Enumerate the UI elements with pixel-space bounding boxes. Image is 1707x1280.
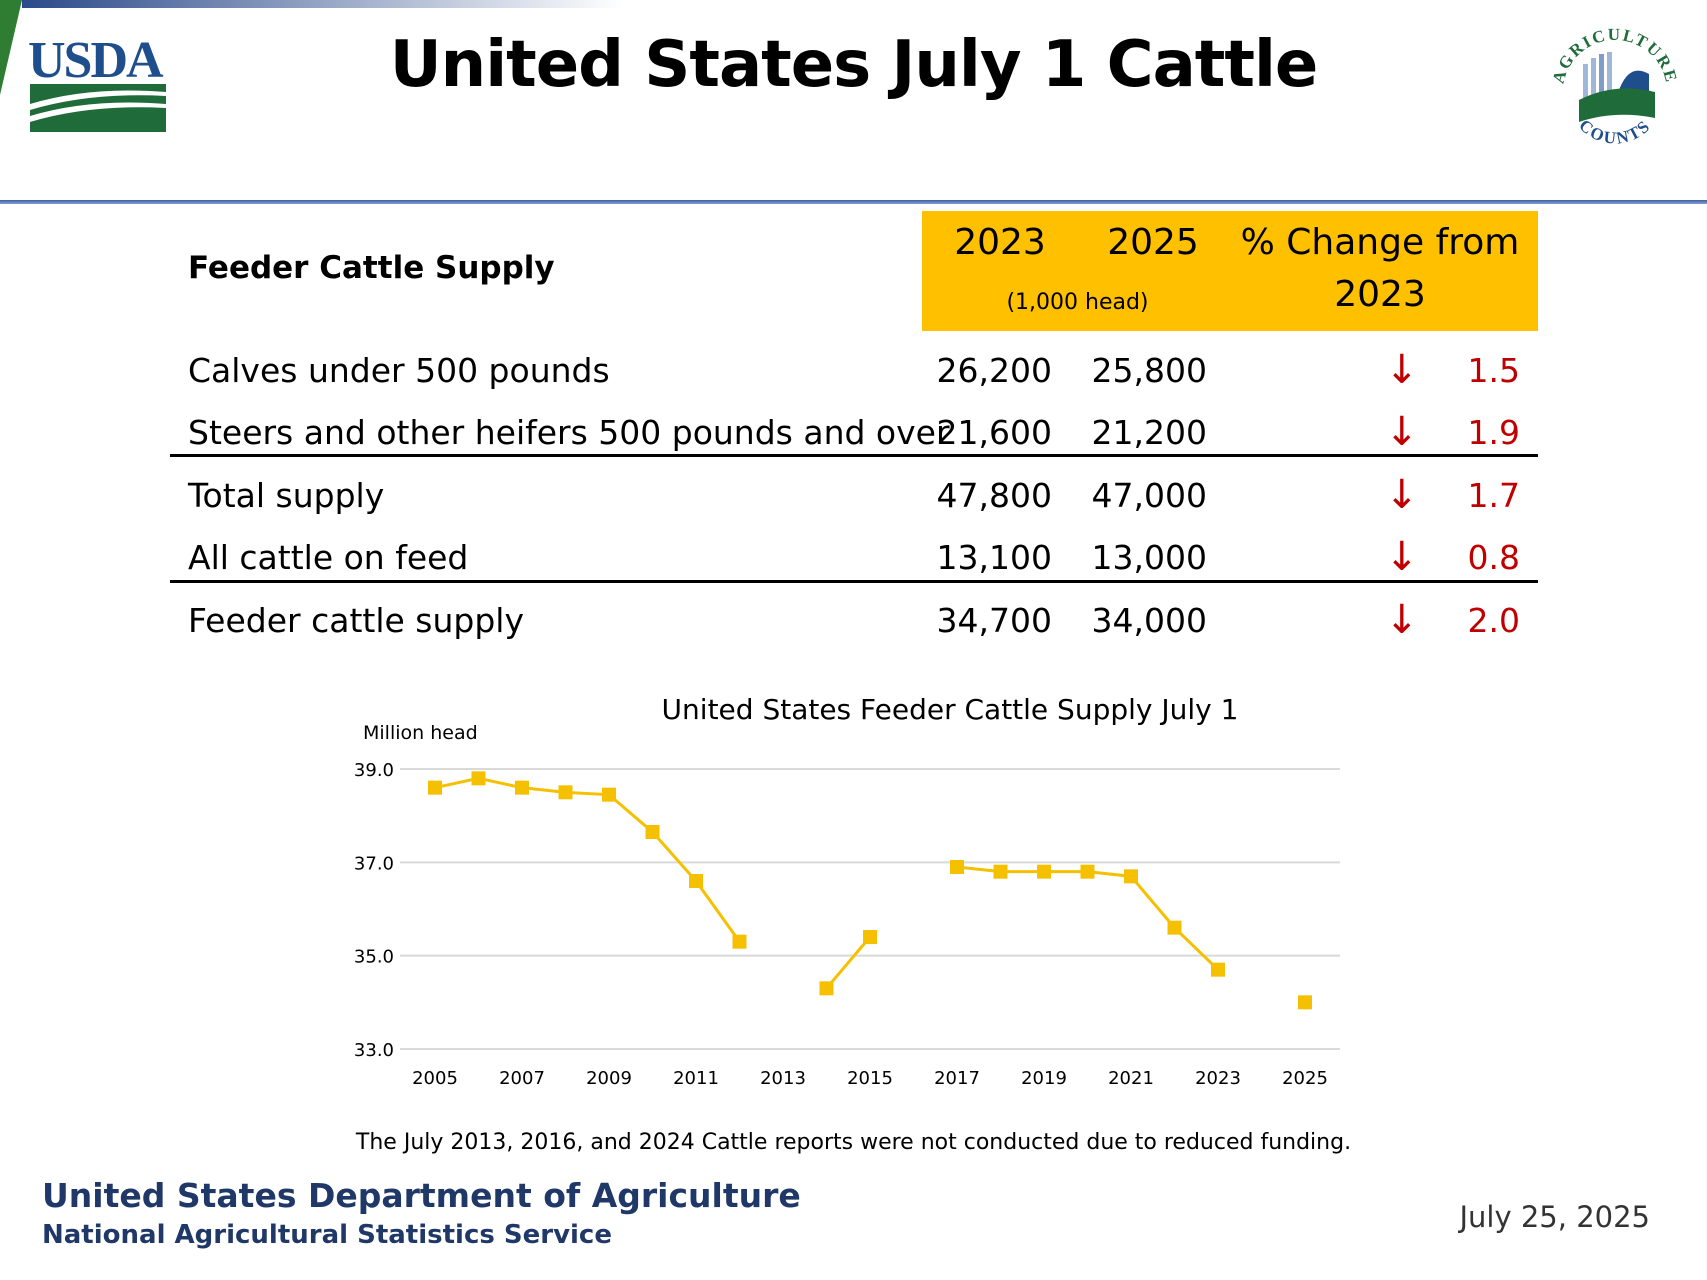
x-tick-label: 2009 bbox=[586, 1068, 632, 1089]
down-arrow-icon: ↓ bbox=[1385, 534, 1419, 580]
data-point-marker bbox=[602, 787, 616, 802]
data-point-marker bbox=[1080, 864, 1095, 879]
page-title: United States July 1 Cattle bbox=[389, 28, 1319, 102]
header-divider bbox=[0, 200, 1707, 204]
usda-logo-graphic bbox=[30, 84, 166, 132]
data-point-marker bbox=[1167, 920, 1182, 935]
down-arrow-icon: ↓ bbox=[1385, 409, 1419, 455]
row-label: All cattle on feed bbox=[188, 538, 469, 577]
data-point-marker bbox=[993, 864, 1008, 879]
row-value-2025: 34,000 bbox=[1091, 601, 1207, 640]
x-tick-label: 2007 bbox=[499, 1068, 545, 1089]
data-point-marker bbox=[819, 981, 834, 996]
row-label: Total supply bbox=[188, 476, 385, 515]
data-point-marker bbox=[645, 825, 660, 839]
x-tick-label: 2005 bbox=[412, 1068, 458, 1089]
footer-date: July 25, 2025 bbox=[1459, 1200, 1650, 1234]
data-point-marker bbox=[689, 874, 703, 888]
data-point-marker bbox=[732, 934, 747, 949]
down-arrow-icon: ↓ bbox=[1385, 347, 1419, 393]
row-value-2023: 34,700 bbox=[936, 601, 1052, 640]
y-tick-label: 33.0 bbox=[354, 1040, 394, 1061]
data-point-marker bbox=[1211, 962, 1225, 977]
data-point-marker bbox=[428, 780, 442, 795]
usda-logo-text: USDA bbox=[28, 32, 164, 89]
down-arrow-icon: ↓ bbox=[1385, 472, 1419, 518]
table-header-band bbox=[922, 211, 1538, 331]
data-point-marker bbox=[1037, 864, 1051, 879]
row-pct-change: 1.7 bbox=[1467, 476, 1520, 515]
column-header-change-line2: 2023 bbox=[1334, 274, 1426, 315]
data-point-marker bbox=[950, 860, 964, 874]
series-line-segment bbox=[825, 936, 872, 990]
row-value-2023: 13,100 bbox=[936, 538, 1052, 577]
x-tick-label: 2025 bbox=[1282, 1068, 1328, 1089]
svg-text:COUNTS: COUNTS bbox=[1575, 116, 1654, 148]
ag-logo-bottom-text: COUNTS bbox=[1575, 116, 1652, 148]
data-point-marker bbox=[863, 930, 877, 944]
header-accent-blue bbox=[22, 0, 622, 8]
chart-title: United States Feeder Cattle Supply July … bbox=[661, 693, 1239, 726]
svg-text:AGRICULTURE: AGRICULTURE bbox=[1549, 25, 1682, 86]
table-row: Feeder cattle supply 34,700 34,000 ↓ 2.0 bbox=[0, 593, 1707, 655]
x-tick-label: 2019 bbox=[1021, 1068, 1067, 1089]
row-pct-change: 1.9 bbox=[1467, 413, 1520, 452]
table-units: (1,000 head) bbox=[1006, 290, 1149, 315]
row-label: Feeder cattle supply bbox=[188, 601, 524, 640]
row-value-2025: 13,000 bbox=[1091, 538, 1207, 577]
series-line-segment bbox=[434, 776, 741, 943]
table-section-title: Feeder Cattle Supply bbox=[188, 250, 555, 286]
ag-logo-top-text: AGRICULTURE bbox=[1549, 25, 1680, 86]
row-pct-change: 0.8 bbox=[1467, 538, 1520, 577]
chart-y-axis-label: Million head bbox=[363, 722, 478, 744]
row-value-2023: 21,600 bbox=[936, 413, 1052, 452]
table-divider bbox=[170, 580, 1538, 583]
x-tick-label: 2015 bbox=[847, 1068, 893, 1089]
x-tick-label: 2013 bbox=[760, 1068, 806, 1089]
x-tick-label: 2023 bbox=[1195, 1068, 1241, 1089]
column-header-change-line1: % Change from bbox=[1240, 222, 1520, 263]
row-value-2023: 26,200 bbox=[936, 351, 1052, 390]
table-row: All cattle on feed 13,100 13,000 ↓ 0.8 bbox=[0, 530, 1707, 592]
usda-logo: USDA bbox=[28, 34, 166, 132]
row-value-2025: 25,800 bbox=[1091, 351, 1207, 390]
row-label: Calves under 500 pounds bbox=[188, 351, 610, 390]
x-tick-label: 2021 bbox=[1108, 1068, 1154, 1089]
data-point-marker bbox=[515, 780, 529, 795]
row-value-2023: 47,800 bbox=[936, 476, 1052, 515]
data-point-marker bbox=[558, 785, 573, 800]
table-row: Calves under 500 pounds 26,200 25,800 ↓ … bbox=[0, 343, 1707, 405]
x-tick-label: 2017 bbox=[934, 1068, 980, 1089]
footer-organization: United States Department of Agriculture bbox=[42, 1176, 801, 1215]
row-pct-change: 1.5 bbox=[1467, 351, 1520, 390]
table-divider bbox=[170, 454, 1538, 457]
column-header-2023: 2023 bbox=[954, 222, 1046, 263]
column-header-2025: 2025 bbox=[1107, 222, 1199, 263]
down-arrow-icon: ↓ bbox=[1385, 597, 1419, 643]
footer-agency: National Agricultural Statistics Service bbox=[42, 1220, 612, 1250]
x-tick-label: 2011 bbox=[673, 1068, 719, 1089]
y-tick-label: 37.0 bbox=[354, 853, 394, 874]
chart-footnote: The July 2013, 2016, and 2024 Cattle rep… bbox=[355, 1130, 1352, 1155]
agriculture-counts-logo: AGRICULTURE COUNTS bbox=[1549, 25, 1682, 148]
data-point-marker bbox=[471, 771, 486, 786]
row-value-2025: 21,200 bbox=[1091, 413, 1207, 452]
row-label: Steers and other heifers 500 pounds and … bbox=[188, 413, 950, 452]
series-line-segment bbox=[956, 865, 1220, 971]
y-tick-label: 35.0 bbox=[354, 947, 394, 968]
row-pct-change: 2.0 bbox=[1467, 601, 1520, 640]
table-row: Steers and other heifers 500 pounds and … bbox=[0, 405, 1707, 467]
y-tick-label: 39.0 bbox=[354, 760, 394, 781]
data-point-marker bbox=[1298, 995, 1312, 1010]
table-row: Total supply 47,800 47,000 ↓ 1.7 bbox=[0, 468, 1707, 530]
row-value-2025: 47,000 bbox=[1091, 476, 1207, 515]
data-point-marker bbox=[1124, 869, 1138, 884]
